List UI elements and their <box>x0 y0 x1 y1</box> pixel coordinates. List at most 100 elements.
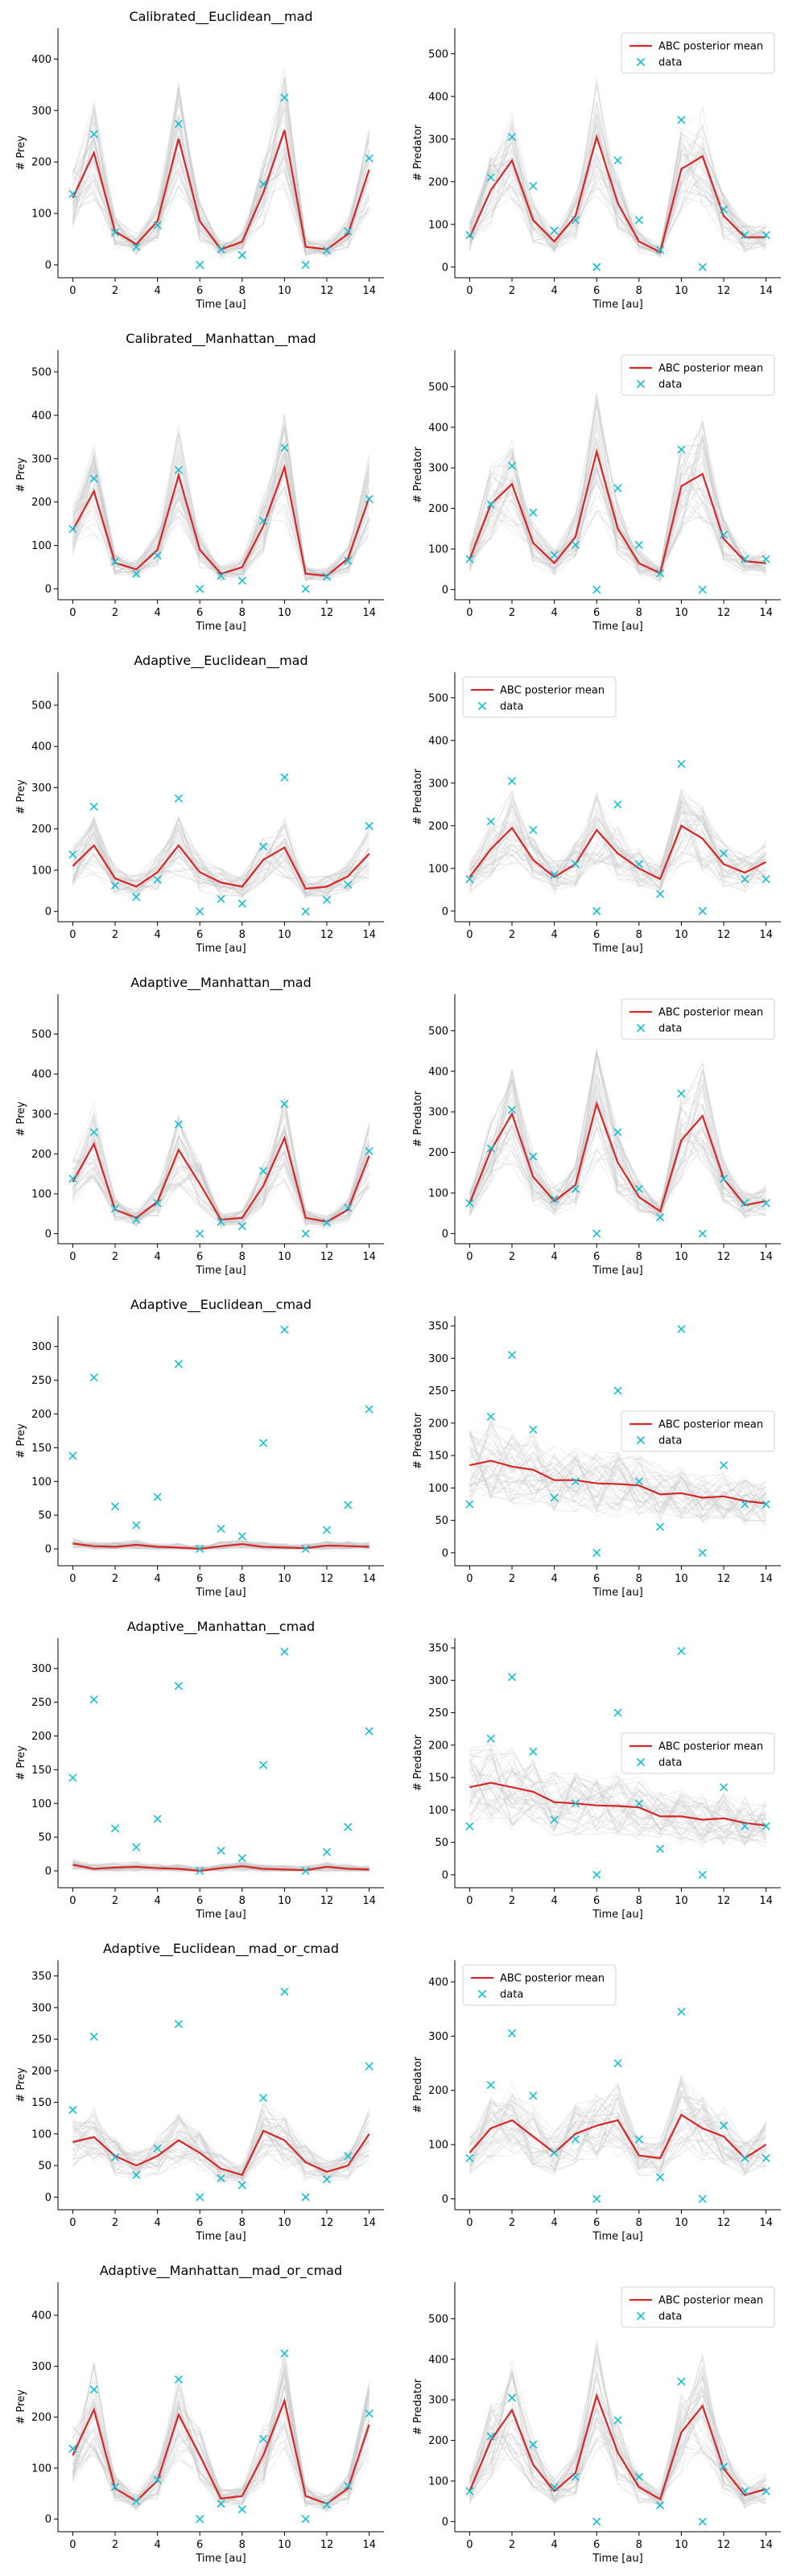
posterior-sample-line <box>469 2103 766 2172</box>
data-point <box>465 230 474 240</box>
data-point <box>529 1747 538 1756</box>
y-axis-label: # Prey <box>15 2067 27 2103</box>
y-tick-label: 300 <box>428 1107 448 1119</box>
legend-label: data <box>658 57 682 69</box>
posterior-sample-line <box>469 1448 766 1517</box>
posterior-sample-line <box>72 2109 370 2178</box>
mean-line <box>469 824 767 881</box>
y-tick-label: 100 <box>428 219 448 231</box>
y-tick-label: 250 <box>428 1707 448 1719</box>
data-point <box>741 2487 749 2496</box>
y-tick-label: 400 <box>428 91 448 103</box>
data-point <box>68 2105 77 2115</box>
x-tick-label: 14 <box>759 1573 773 1585</box>
posterior-samples <box>72 413 370 583</box>
posterior-sample-line <box>469 436 766 579</box>
x-tick-label: 14 <box>362 929 376 941</box>
data-point <box>762 2153 770 2163</box>
data-point <box>217 2500 225 2508</box>
posterior-sample-line <box>72 1542 369 1550</box>
y-tick-label: 300 <box>31 782 52 795</box>
data-point <box>592 1229 601 1238</box>
x-tick-label: 2 <box>509 285 515 297</box>
y-tick-label: 200 <box>428 820 448 832</box>
posterior-sample-line <box>469 816 766 889</box>
posterior-sample-line <box>469 1077 766 1214</box>
data-point <box>365 1727 374 1736</box>
legend: ABC posterior mean data <box>621 1410 775 1452</box>
posterior-sample-line <box>469 1767 766 1838</box>
y-tick-label: 0 <box>442 262 448 274</box>
mean-line <box>72 2397 370 2505</box>
y-tick-label: 200 <box>31 2412 52 2424</box>
posterior-sample-line <box>72 1134 370 1223</box>
posterior-sample-line <box>72 823 369 897</box>
y-axis-label: # Prey <box>15 1101 27 1137</box>
posterior-sample-line <box>72 416 370 580</box>
posterior-sample-line <box>72 2394 370 2507</box>
subplot-11: 0 2 4 6 8 10 12 14 0 50 100 150 200 250 300 Time [au] # … <box>15 1619 384 1921</box>
posterior-sample-line <box>72 823 369 890</box>
posterior-sample-line <box>469 795 766 882</box>
data-point <box>365 1146 374 1155</box>
data-point <box>486 1412 495 1421</box>
posterior-sample-line <box>469 799 766 886</box>
posterior-sample-line <box>72 832 369 898</box>
posterior-sample-line <box>469 2370 766 2504</box>
y-tick-label: 400 <box>428 1976 448 1988</box>
posterior-sample-line <box>469 2108 767 2168</box>
data-point <box>613 1128 622 1137</box>
y-axis-label: # Predator <box>412 1412 424 1469</box>
data-point <box>634 860 643 869</box>
data-point <box>365 1405 374 1414</box>
data-point <box>132 893 141 902</box>
data-point <box>529 2440 538 2449</box>
data-point <box>322 2175 332 2184</box>
mean-line <box>72 1864 369 1872</box>
data-point <box>507 461 517 470</box>
posterior-sample-line <box>72 136 370 254</box>
y-tick-label: 150 <box>428 1773 448 1785</box>
x-tick-label: 2 <box>112 2539 118 2551</box>
posterior-sample-line <box>469 1772 766 1846</box>
posterior-sample-line <box>469 2086 766 2163</box>
data-point <box>174 2375 183 2384</box>
posterior-sample-line <box>469 2388 766 2509</box>
data-point <box>613 1708 622 1717</box>
data-point <box>196 2193 204 2202</box>
data-point <box>465 2153 474 2163</box>
data-point <box>592 2194 601 2203</box>
y-tick-label: 300 <box>428 2395 448 2407</box>
y-tick-label: 350 <box>31 1971 52 1983</box>
x-tick-label: 4 <box>154 929 160 941</box>
posterior-sample-line <box>469 1436 766 1522</box>
posterior-sample-line <box>72 1862 369 1872</box>
data-point <box>237 2505 246 2514</box>
data-point <box>174 1120 183 1129</box>
data-point <box>656 890 665 898</box>
posterior-sample-line <box>72 2372 370 2500</box>
posterior-sample-line <box>72 822 369 895</box>
posterior-sample-line <box>72 1117 370 1224</box>
posterior-sample-line <box>469 1105 766 1220</box>
data-point <box>217 245 225 254</box>
data-point <box>656 1522 665 1531</box>
posterior-sample-line <box>72 2119 369 2179</box>
legend-label: data <box>658 1023 682 1035</box>
legend-box <box>621 32 775 74</box>
posterior-sample-line <box>469 1769 767 1845</box>
data-point <box>719 1174 729 1183</box>
x-tick-label: 8 <box>239 607 246 619</box>
legend-marker-swatch <box>636 379 646 389</box>
data-point <box>110 1824 120 1833</box>
data-point <box>68 189 77 198</box>
posterior-sample-line <box>72 2117 369 2170</box>
posterior-sample-line <box>72 1861 369 1872</box>
x-tick-label: 14 <box>362 2217 376 2229</box>
posterior-sample-line <box>72 151 370 258</box>
posterior-sample-line <box>469 452 766 572</box>
posterior-sample-line <box>72 119 370 256</box>
x-tick-label: 4 <box>154 2539 160 2551</box>
y-tick-label: 250 <box>31 1697 52 1709</box>
posterior-sample-line <box>72 1123 370 1224</box>
